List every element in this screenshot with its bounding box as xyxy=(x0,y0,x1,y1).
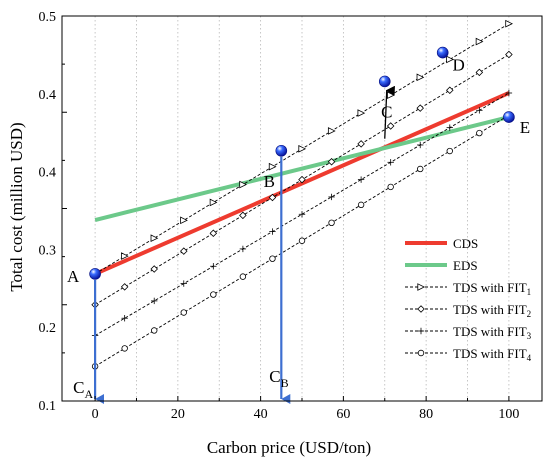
point-b xyxy=(275,144,288,157)
circle-marker xyxy=(269,255,276,262)
annotation-label-c-a: CA xyxy=(73,378,93,401)
diamond-marker xyxy=(416,104,424,112)
circle-marker xyxy=(210,291,217,298)
diamond-marker xyxy=(505,50,513,59)
legend-label: TDS with FIT2 xyxy=(453,302,531,319)
circle-marker xyxy=(328,219,335,226)
point-label-c: C xyxy=(381,102,392,121)
triangle-marker xyxy=(121,252,129,260)
diamond-marker xyxy=(298,175,306,184)
y-tick-label: 0.3 xyxy=(39,243,57,258)
triangle-marker xyxy=(150,234,159,243)
diamond-marker xyxy=(268,193,277,202)
diamond-marker xyxy=(120,283,129,291)
triangle-marker xyxy=(446,55,454,64)
x-tick-label: 20 xyxy=(171,407,185,422)
triangle-marker xyxy=(505,19,513,28)
point-label-d: D xyxy=(453,56,465,75)
point-label-b: B xyxy=(264,172,275,191)
diamond-marker xyxy=(209,229,218,238)
triangle-marker xyxy=(416,73,425,82)
circle-marker xyxy=(357,201,365,209)
triangle-marker xyxy=(239,180,247,189)
y-axis-label: Total cost (million USD) xyxy=(7,122,26,291)
cds-line xyxy=(94,91,510,276)
diamond-marker xyxy=(357,140,365,148)
circle-marker xyxy=(387,183,394,191)
x-axis-label: Carbon price (USD/ton) xyxy=(207,438,371,457)
legend-label: TDS with FIT3 xyxy=(453,324,532,341)
diamond-marker xyxy=(475,68,484,77)
x-tick-label: 0 xyxy=(92,407,99,422)
legend-label: TDS with FIT1 xyxy=(453,280,531,297)
x-axis-ticks: 0 20 40 60 80 100 xyxy=(92,396,519,422)
annotation-label-c-b: CB xyxy=(269,367,288,390)
legend-label: CDS xyxy=(453,236,478,251)
diamond-marker xyxy=(417,305,425,313)
circle-marker xyxy=(417,165,424,173)
x-tick-label: 80 xyxy=(419,407,433,422)
triangle-marker xyxy=(209,198,218,207)
point-label-a: A xyxy=(67,267,80,286)
triangle-marker xyxy=(357,109,366,117)
arrow-annotations xyxy=(94,85,395,404)
y-tick-label: 0.4 xyxy=(39,166,57,181)
point-labels: A B C D E CA CB xyxy=(67,56,530,401)
diamond-marker xyxy=(239,211,247,220)
highlight-points xyxy=(89,46,515,280)
circle-marker xyxy=(446,147,453,155)
diamond-marker xyxy=(446,86,454,95)
y-tick-label: 0.1 xyxy=(39,399,57,414)
y-tick-label: 0.5 xyxy=(39,10,57,25)
circle-marker xyxy=(121,345,128,352)
triangle-marker xyxy=(327,127,336,135)
legend-label: TDS with FIT4 xyxy=(453,346,532,363)
series-layer xyxy=(91,19,513,370)
triangle-marker xyxy=(475,37,484,46)
diamond-marker xyxy=(150,265,158,273)
triangle-marker xyxy=(298,144,307,153)
triangle-marker xyxy=(268,162,277,171)
y-tick-label: 0.4 xyxy=(39,88,57,103)
point-c-arrow xyxy=(384,85,395,139)
grid-lines xyxy=(94,16,510,401)
circle-marker xyxy=(298,237,306,244)
triangle-marker xyxy=(180,216,188,225)
eds-line xyxy=(94,115,510,222)
point-label-e: E xyxy=(520,118,530,137)
x-tick-label: 40 xyxy=(254,407,268,422)
diamond-marker xyxy=(327,157,336,166)
point-a xyxy=(89,268,101,280)
y-tick-label: 0.2 xyxy=(39,321,57,336)
circle-marker xyxy=(151,327,158,334)
x-tick-label: 60 xyxy=(336,407,350,422)
point-d xyxy=(436,46,449,59)
circle-marker xyxy=(239,273,247,280)
circle-marker xyxy=(476,129,483,137)
legend-label: EDS xyxy=(453,258,478,273)
triangle-marker xyxy=(417,283,426,291)
x-tick-label: 100 xyxy=(498,407,519,422)
triangle-marker xyxy=(387,91,395,100)
legend: CDS EDS TDS with FIT1 TDS with FIT2 TDS with… xyxy=(405,236,532,363)
diamond-marker xyxy=(180,247,188,255)
point-c xyxy=(378,75,391,88)
circle-marker xyxy=(417,349,425,357)
point-e xyxy=(503,111,515,123)
y-axis-ticks: 0.5 0.4 0.4 0.3 0.2 0.1 xyxy=(39,10,67,414)
diamond-marker xyxy=(386,122,395,130)
circle-marker xyxy=(180,309,187,316)
